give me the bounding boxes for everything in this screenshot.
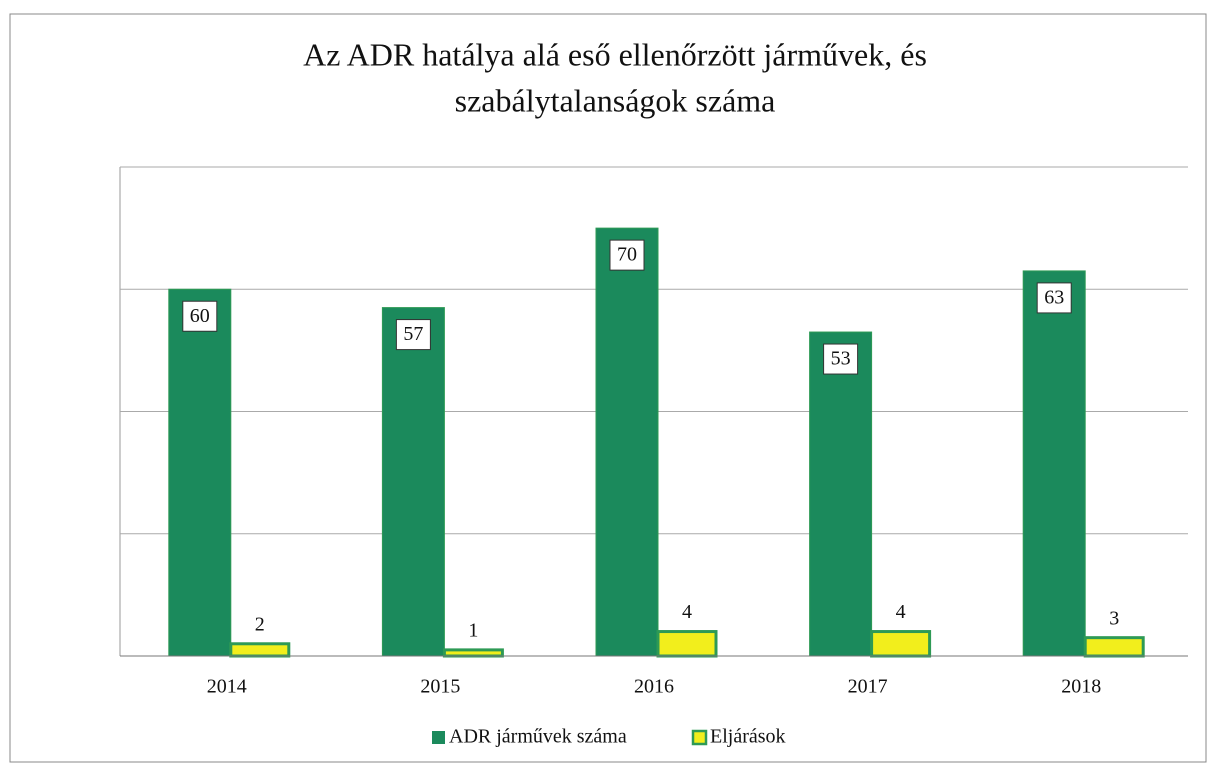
bar [229, 642, 291, 658]
x-tick-label: 2014 [207, 676, 247, 698]
bar [381, 307, 445, 657]
data-label: 63 [1044, 287, 1064, 309]
bar [595, 227, 659, 657]
data-label: 4 [682, 601, 692, 623]
legend-swatch [432, 731, 445, 744]
data-label: 57 [403, 323, 423, 345]
data-label-box [1036, 282, 1072, 314]
x-tick-label: 2018 [1061, 676, 1101, 698]
data-label-box [823, 343, 859, 375]
bar [168, 288, 232, 657]
x-tick-label: 2017 [848, 676, 888, 698]
bar [809, 331, 873, 657]
data-label: 60 [190, 305, 210, 327]
data-label: 1 [468, 619, 478, 641]
legend-swatch [691, 729, 708, 746]
chart-title: szabálytalanságok száma [455, 82, 776, 118]
data-label-box [182, 300, 218, 332]
x-tick-label: 2016 [634, 676, 674, 698]
data-label: 3 [1109, 607, 1119, 629]
data-label-box [395, 319, 431, 351]
data-label: 4 [896, 601, 906, 623]
legend-label: Eljárások [710, 726, 786, 748]
data-label: 2 [255, 613, 265, 635]
bar [442, 648, 504, 658]
data-label-box [609, 239, 645, 271]
bar [870, 630, 932, 658]
chart-title: Az ADR hatálya alá eső ellenőrzött jármű… [303, 36, 927, 72]
legend-label: ADR járművek száma [449, 726, 627, 748]
x-tick-label: 2015 [420, 676, 460, 698]
bar [1083, 636, 1145, 658]
bar [1022, 270, 1086, 657]
data-label: 70 [617, 244, 637, 266]
bar [656, 630, 718, 658]
data-label: 53 [831, 348, 851, 370]
